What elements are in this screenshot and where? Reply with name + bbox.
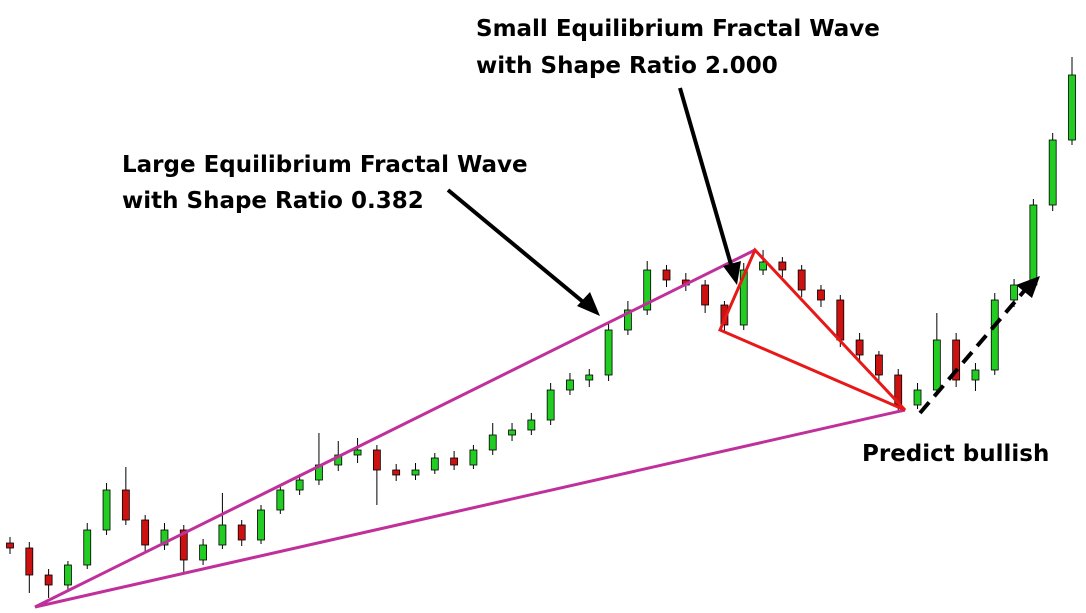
candle-body [102,489,111,531]
candle-body [566,379,574,391]
large-wave [34,248,906,609]
candle-body [1068,74,1076,141]
candle-body [160,529,169,546]
candle-body [778,261,787,271]
candle-body [836,299,845,341]
candle-body [411,469,420,476]
annotation: Small Equilibrium Fractal Wave [476,16,880,42]
candle-body [913,389,922,406]
candle-body [6,542,14,549]
candle-body [430,457,439,471]
candle-body [1029,204,1038,286]
candle-body [662,269,671,281]
candle-body [952,339,961,381]
candle-body [855,339,864,356]
candle-body [739,269,748,326]
annotation: with Shape Ratio 2.000 [476,53,778,79]
dashed-arrow [918,288,1027,415]
candle-body [932,339,941,391]
candle-body [392,469,401,476]
candle-body [488,434,497,451]
candle-body [797,269,806,291]
annotation: Predict bullish [862,441,1049,467]
candle-body [218,524,227,546]
candle-body [25,547,34,576]
candle-body [179,529,188,561]
candle-body [894,374,903,406]
candle-body [585,374,594,381]
arrowhead [577,292,600,316]
candle-body [1048,139,1057,206]
candle-body [121,489,130,521]
candle-body [604,329,613,376]
candle-body [44,574,53,586]
small-wave [718,247,907,412]
candle-body [623,309,632,331]
arrow [678,87,734,269]
annotation: Large Equilibrium Fractal Wave [122,152,528,178]
candle-body [508,429,516,436]
candle-body [759,261,767,271]
candle-body [1010,284,1018,301]
candle-body [701,284,710,306]
candle-body [141,519,150,546]
candle-body [817,289,825,301]
candle-body [64,564,72,586]
candle-body [199,544,207,561]
candle-body [257,509,265,541]
candle-body [643,269,652,311]
candle-body [971,369,980,381]
candle-body [372,449,381,471]
candle-body [875,354,883,376]
candle-body [237,524,246,541]
candle-body [469,449,478,466]
candle-body [276,489,285,511]
candle-body [450,457,459,466]
candle-body [546,389,555,421]
candle-body [527,419,536,431]
candle-body [83,529,92,566]
arrowhead [723,261,741,285]
candle-body [990,299,999,371]
candle-body [353,449,362,456]
overlays [34,87,1040,609]
candle-body [295,479,304,491]
candles [6,57,1076,598]
annotation: with Shape Ratio 0.382 [122,188,424,214]
arrowhead [1016,276,1040,298]
arrow [446,188,590,308]
